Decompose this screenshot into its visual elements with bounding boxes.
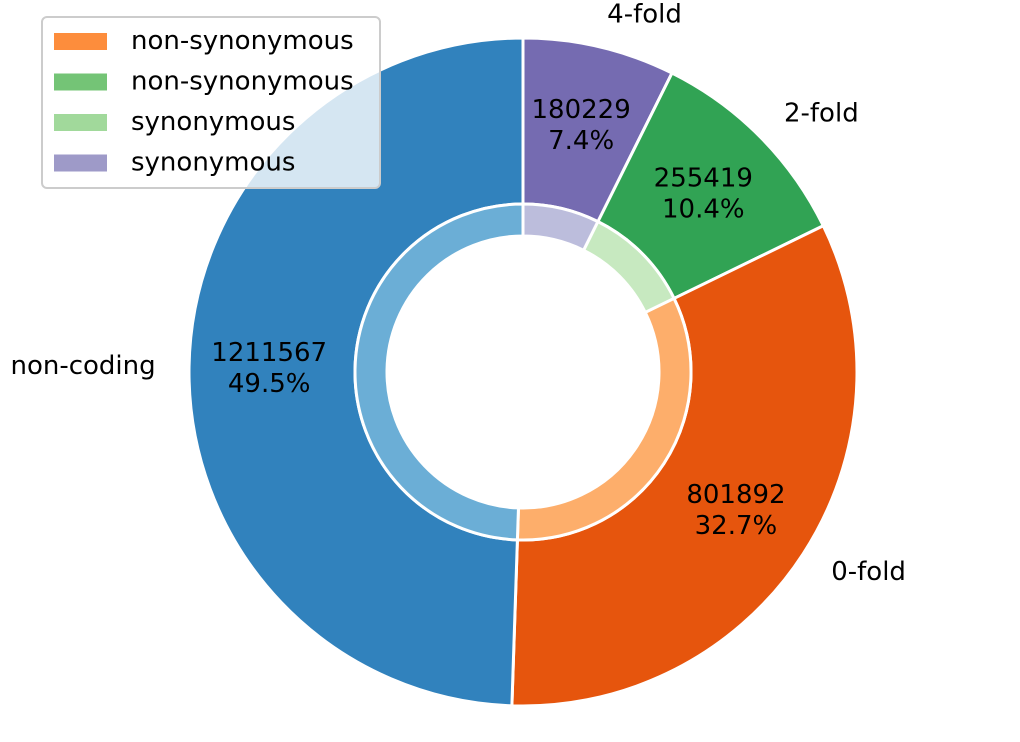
value-label-0-fold: 801892 [686, 480, 785, 510]
category-label-non-coding: non-coding [10, 351, 155, 381]
category-labels: 4-fold 2-fold 0-fold non-coding [10, 0, 905, 587]
legend-entries: non-synonymous non-synonymous synonymous sy… [54, 26, 354, 178]
value-label-2-fold: 255419 [654, 163, 753, 193]
percent-label-2-fold: 10.4% [662, 194, 745, 224]
legend-swatch [54, 33, 107, 50]
legend-swatch [54, 154, 107, 172]
legend-label: synonymous [131, 107, 295, 137]
value-label-4-fold: 180229 [532, 95, 631, 125]
percent-label-non-coding: 49.5% [228, 369, 311, 399]
legend-label: synonymous [131, 148, 295, 178]
percent-label-4-fold: 7.4% [548, 126, 614, 156]
value-label-non-coding: 1211567 [211, 338, 327, 368]
category-label-4-fold: 4-fold [607, 0, 682, 29]
legend-label: non-synonymous [131, 67, 354, 97]
inner-ring [353, 202, 693, 542]
category-label-2-fold: 2-fold [784, 98, 859, 128]
outer-wedge-0-fold [510, 224, 859, 708]
legend-frame [41, 16, 381, 189]
percent-label-0-fold: 32.7% [695, 511, 778, 541]
legend: non-synonymous non-synonymous synonymous sy… [41, 16, 381, 189]
outer-ring [187, 36, 859, 708]
inner-wedge-non-coding [353, 202, 525, 542]
legend-label: non-synonymous [131, 26, 354, 56]
legend-swatch [54, 73, 107, 91]
category-label-0-fold: 0-fold [831, 557, 906, 587]
legend-swatch [54, 114, 107, 131]
